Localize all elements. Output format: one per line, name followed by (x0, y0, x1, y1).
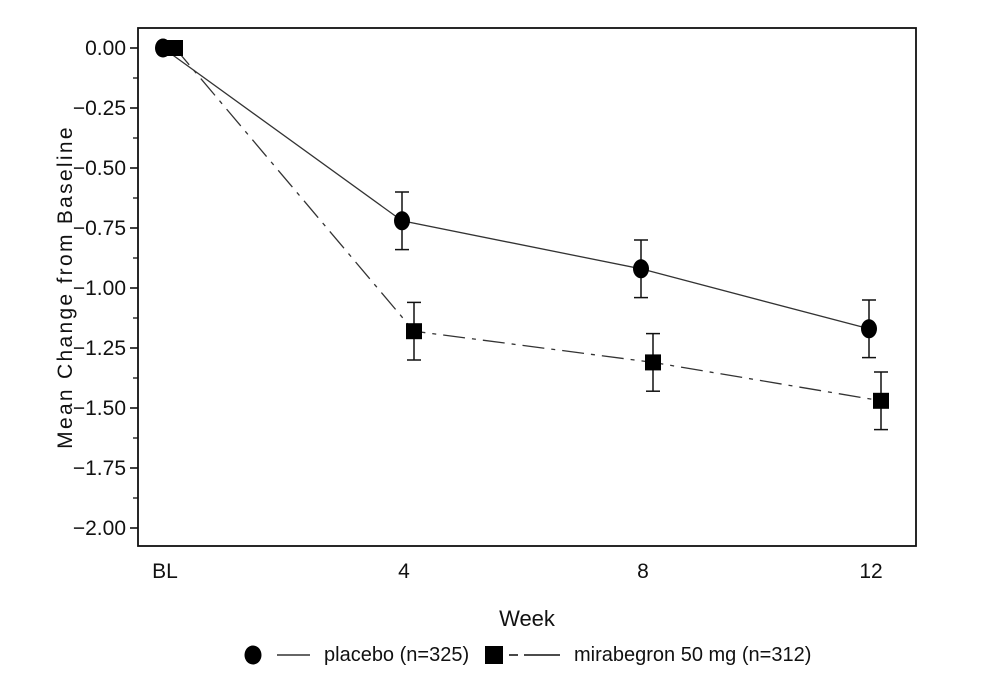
legend-swatch-mirabegron (485, 646, 560, 664)
y-axis-tick-label: −2.00 (73, 517, 126, 540)
data-point-square (406, 323, 422, 340)
data-point-circle (861, 319, 877, 339)
y-axis-tick-label: −1.75 (73, 457, 126, 480)
legend-label-mirabegron: mirabegron 50 mg (n=312) (574, 643, 812, 666)
x-axis-tick-label: 8 (637, 560, 649, 583)
square-marker-icon (485, 646, 503, 664)
data-point-circle (633, 259, 649, 279)
y-axis-tick-label: −1.50 (73, 397, 126, 420)
x-axis-tick-label: 12 (859, 560, 882, 583)
legend-swatch-placebo (244, 645, 310, 665)
x-axis-tick-label: BL (152, 560, 178, 583)
data-point-square (873, 392, 889, 409)
series-line-1 (174, 47, 882, 402)
data-point-square (167, 40, 183, 56)
plot-border (137, 27, 917, 547)
legend-label-placebo: placebo (n=325) (324, 643, 470, 666)
y-axis-tick-label: 0.00 (85, 37, 126, 60)
y-axis-tick-label: −0.25 (73, 97, 126, 120)
data-point-circle (394, 211, 410, 231)
series-line-0 (162, 47, 870, 330)
y-axis-tick-label: −1.00 (73, 277, 126, 300)
circle-marker-icon (244, 645, 262, 665)
x-axis-title: Week (499, 606, 555, 631)
legend-item-placebo: placebo (n=325) (240, 643, 469, 667)
y-axis-tick-label: −1.25 (73, 337, 126, 360)
x-axis-tick-label: 4 (398, 560, 410, 583)
y-axis-title: Mean Change from Baseline (54, 125, 77, 449)
legend-item-mirabegron: mirabegron 50 mg (n=312) (482, 643, 811, 667)
y-axis-tick-label: −0.75 (73, 217, 126, 240)
data-point-square (645, 354, 661, 371)
y-axis-tick-label: −0.50 (73, 157, 126, 180)
